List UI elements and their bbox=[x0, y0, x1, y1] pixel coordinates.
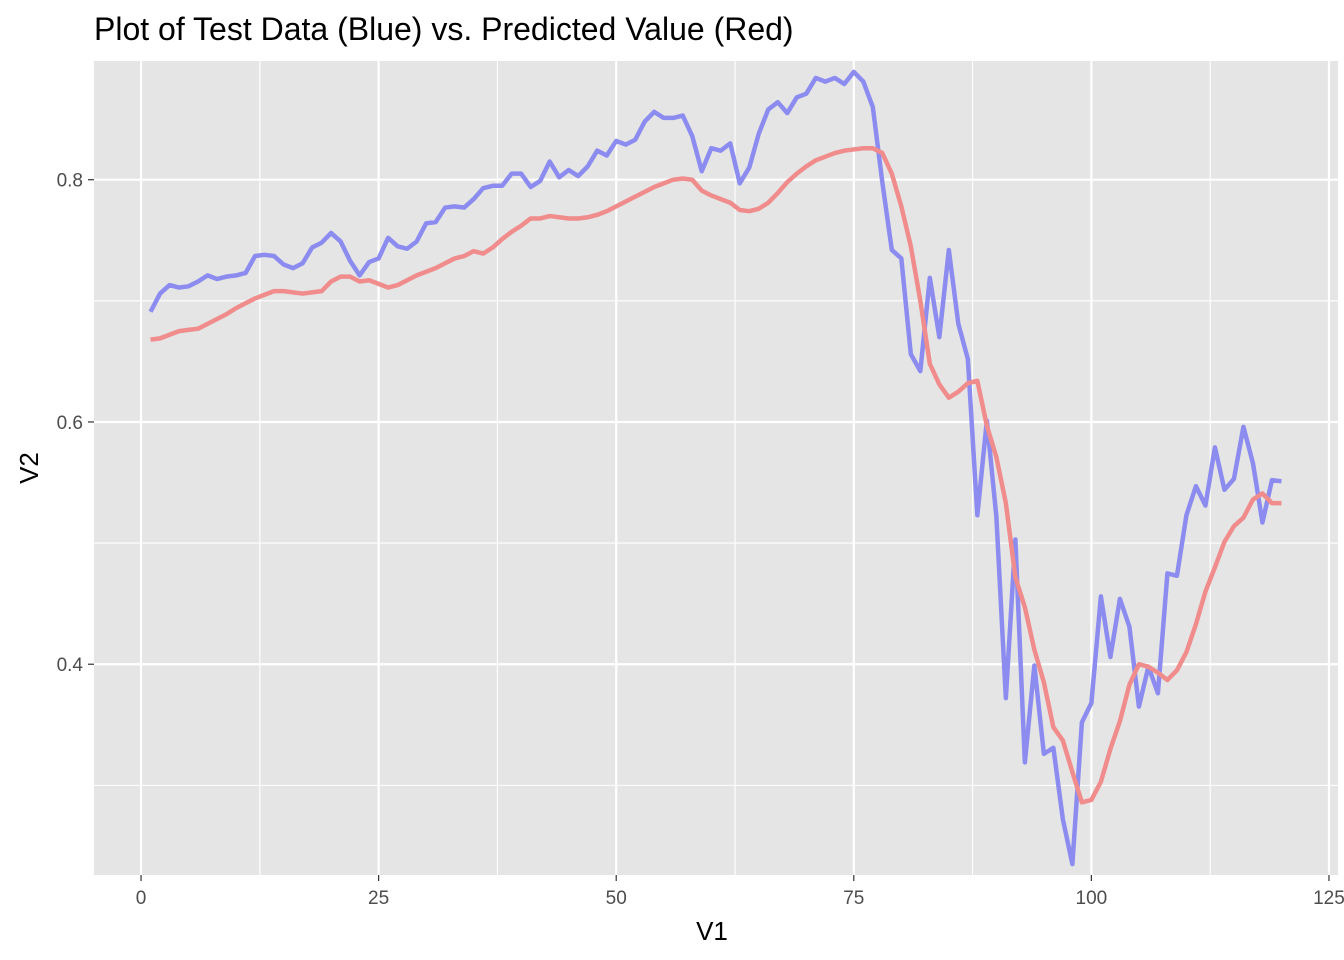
y-tick-label: 0.6 bbox=[57, 413, 83, 434]
y-axis-title: V2 bbox=[14, 452, 44, 484]
ticks-layer: 0 25 50 75 100 125 0.4 0.6 0.8 bbox=[57, 171, 1344, 909]
series-layer bbox=[148, 69, 1282, 867]
x-tick-label: 100 bbox=[1076, 888, 1108, 909]
y-tick-label: 0.4 bbox=[57, 655, 84, 676]
x-tick-label: 50 bbox=[606, 888, 627, 909]
grid-major bbox=[94, 61, 1338, 875]
series-line-blue bbox=[148, 69, 1282, 867]
x-tick-label: 0 bbox=[136, 888, 147, 909]
x-axis-title: V1 bbox=[696, 916, 728, 946]
x-tick-label: 125 bbox=[1313, 888, 1344, 909]
chart-title: Plot of Test Data (Blue) vs. Predicted V… bbox=[94, 11, 794, 47]
y-tick-label: 0.8 bbox=[57, 171, 83, 192]
series-line-red bbox=[150, 145, 1282, 805]
x-tick-label: 75 bbox=[843, 888, 864, 909]
grid-minor bbox=[94, 61, 1338, 875]
x-tick-label: 25 bbox=[368, 888, 389, 909]
plot-panel bbox=[94, 61, 1338, 875]
